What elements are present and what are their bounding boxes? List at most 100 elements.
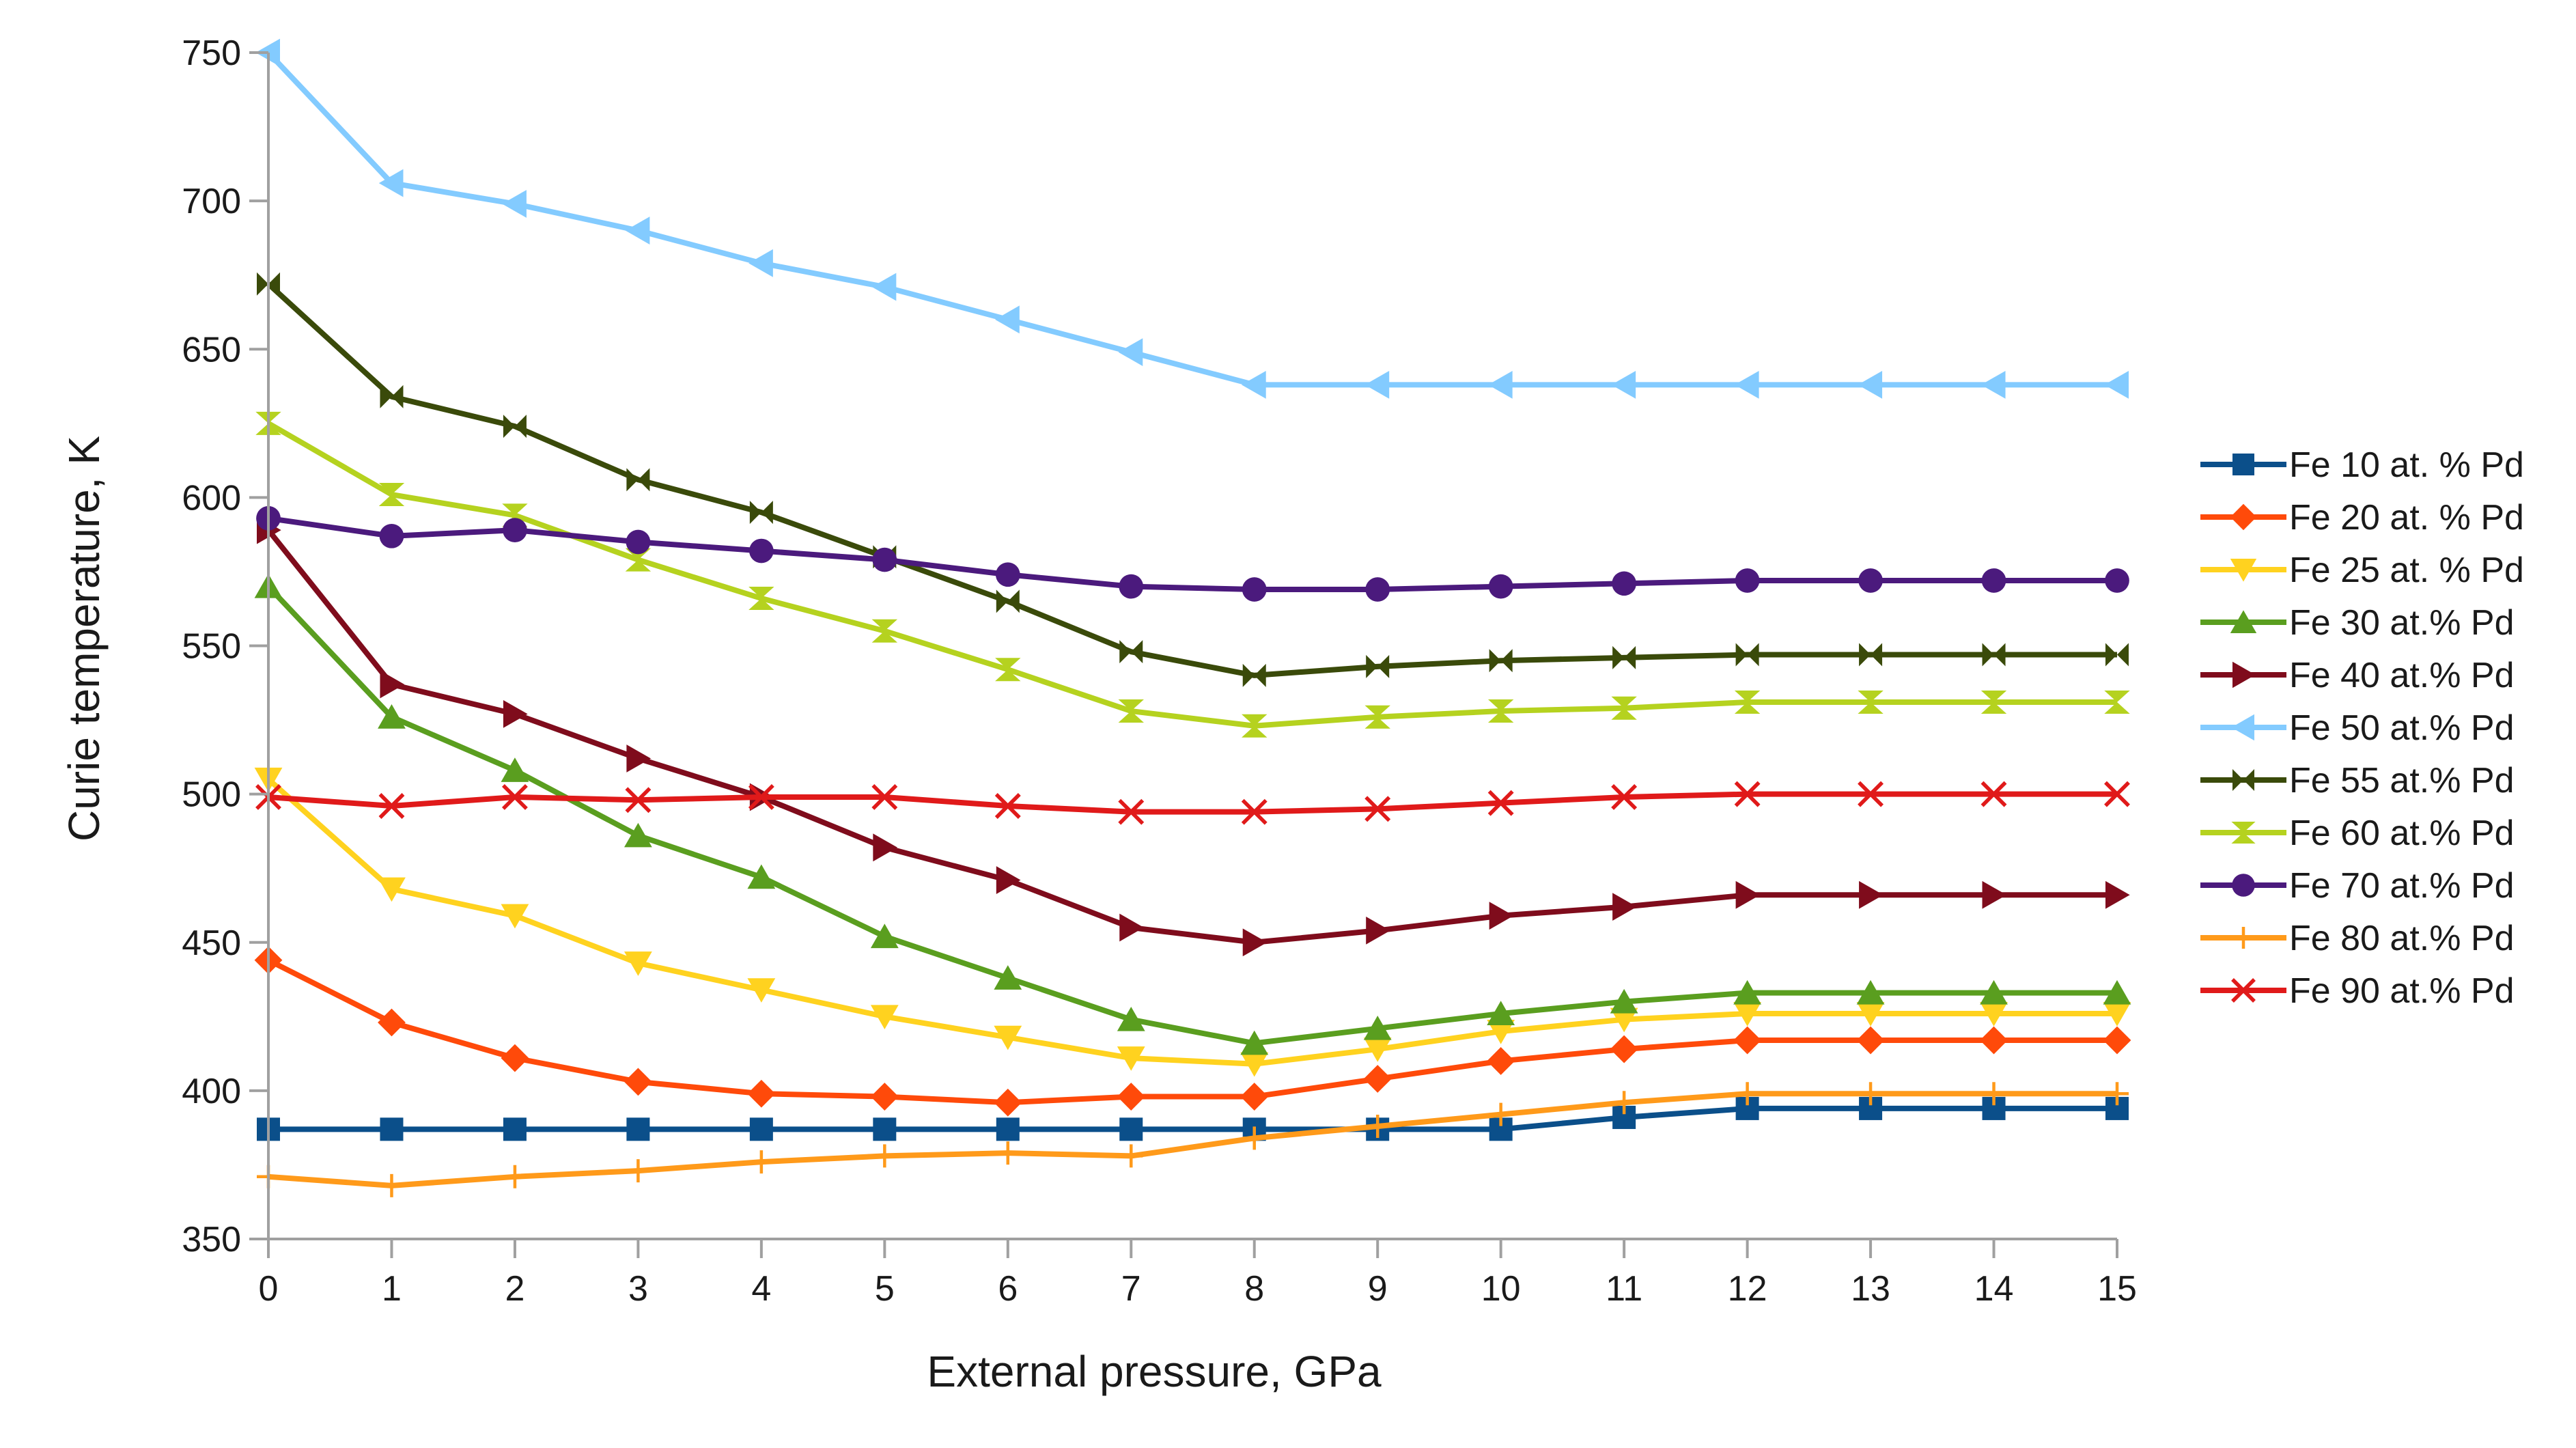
y-tick-label: 750 xyxy=(182,33,241,73)
data-point xyxy=(1610,1035,1638,1063)
legend-item: Fe 60 at.% Pd xyxy=(2200,813,2515,853)
data-point xyxy=(747,1079,776,1108)
data-point xyxy=(378,877,406,902)
data-point xyxy=(871,273,897,301)
data-point xyxy=(1981,568,2006,593)
data-point xyxy=(1487,790,1514,816)
data-point xyxy=(503,518,527,542)
data-point xyxy=(380,385,404,408)
data-point xyxy=(1489,902,1514,930)
x-tick-label: 1 xyxy=(382,1269,402,1309)
data-point xyxy=(1612,571,1636,596)
data-point xyxy=(1242,370,1266,399)
data-point xyxy=(871,619,898,643)
legend-marker xyxy=(2232,661,2256,688)
data-point xyxy=(1240,1083,1269,1111)
data-point xyxy=(1982,880,2007,909)
data-point xyxy=(1241,798,1268,825)
data-point xyxy=(1242,663,1266,687)
data-point xyxy=(1487,370,1513,399)
data-point xyxy=(2104,781,2130,807)
data-point xyxy=(1118,699,1144,723)
data-point xyxy=(873,1117,897,1141)
x-tick-label: 2 xyxy=(505,1269,524,1309)
legend-marker xyxy=(2231,822,2256,844)
data-point xyxy=(1856,1026,1885,1055)
y-tick-label: 350 xyxy=(182,1220,241,1259)
data-point xyxy=(624,951,652,976)
data-point xyxy=(749,1150,773,1174)
data-point xyxy=(996,866,1021,894)
data-point xyxy=(994,793,1021,819)
series-4 xyxy=(254,573,2131,1055)
x-tick-label: 4 xyxy=(751,1269,771,1309)
data-point xyxy=(747,978,776,1003)
data-point xyxy=(1118,798,1145,825)
legend-label: Fe 60 at.% Pd xyxy=(2289,813,2515,853)
data-point xyxy=(1117,1006,1145,1031)
data-point xyxy=(1612,645,1636,669)
data-point xyxy=(2103,1026,2131,1055)
x-tick-label: 6 xyxy=(998,1269,1018,1309)
data-point xyxy=(1363,1015,1392,1040)
data-point xyxy=(870,1083,899,1111)
data-point xyxy=(1859,880,1884,909)
data-point xyxy=(380,1117,404,1141)
data-point xyxy=(1119,1117,1143,1141)
data-point xyxy=(1364,796,1391,822)
data-point xyxy=(1735,568,1760,593)
legend-item: Fe 50 at.% Pd xyxy=(2200,708,2515,748)
legend-marker xyxy=(2231,978,2256,1003)
data-point xyxy=(1858,370,1883,399)
x-tick-label: 13 xyxy=(1851,1269,1890,1309)
data-point xyxy=(1982,643,2006,667)
series-6 xyxy=(255,38,2129,399)
x-tick-label: 5 xyxy=(875,1269,895,1309)
data-point xyxy=(996,1141,1020,1165)
legend-marker xyxy=(2231,714,2254,741)
y-tick-label: 500 xyxy=(182,775,241,815)
x-tick-label: 15 xyxy=(2097,1269,2137,1309)
x-axis-title: External pressure, GPa xyxy=(927,1347,1382,1396)
data-point xyxy=(995,562,1020,587)
x-tick-label: 12 xyxy=(1728,1269,1767,1309)
data-point xyxy=(378,793,405,819)
data-point xyxy=(625,217,650,245)
legend-marker xyxy=(2232,454,2254,475)
data-point xyxy=(2105,880,2130,909)
data-point xyxy=(995,658,1021,682)
data-point xyxy=(1735,643,1759,667)
data-point xyxy=(1612,893,1637,921)
data-point xyxy=(380,670,405,699)
data-point xyxy=(501,1044,529,1072)
data-point xyxy=(1489,1102,1513,1126)
series-line xyxy=(266,51,2117,388)
data-point xyxy=(1487,1001,1515,1025)
legend-label: Fe 55 at.% Pd xyxy=(2289,761,2515,800)
series-line xyxy=(268,1091,2117,1188)
data-point xyxy=(2105,568,2129,593)
legend-marker xyxy=(2232,769,2254,791)
data-point xyxy=(1489,649,1513,673)
data-point xyxy=(1856,979,1885,1005)
data-point xyxy=(1119,1144,1143,1168)
data-point xyxy=(501,757,529,782)
series-line xyxy=(266,281,2117,678)
data-point xyxy=(2104,370,2129,399)
x-tick-label: 9 xyxy=(1368,1269,1388,1309)
legend-item: Fe 30 at.% Pd xyxy=(2200,603,2515,643)
data-point xyxy=(871,784,898,810)
legend-marker xyxy=(2230,610,2257,633)
legend-label: Fe 40 at.% Pd xyxy=(2289,656,2515,695)
series-line xyxy=(268,791,2117,815)
legend-item: Fe 20 at. % Pd xyxy=(2200,498,2524,538)
x-tick-label: 7 xyxy=(1121,1269,1141,1309)
legend: Fe 10 at. % Pd Fe 20 at. % Pd Fe 25 at. % … xyxy=(2200,445,2524,1011)
legend-label: Fe 90 at.% Pd xyxy=(2289,971,2515,1011)
data-point xyxy=(1733,1001,1761,1027)
data-point xyxy=(1980,370,2006,399)
data-point xyxy=(378,483,405,507)
legend-item: Fe 55 at.% Pd xyxy=(2200,761,2515,800)
data-point xyxy=(1364,705,1390,729)
x-tick-label: 8 xyxy=(1244,1269,1264,1309)
